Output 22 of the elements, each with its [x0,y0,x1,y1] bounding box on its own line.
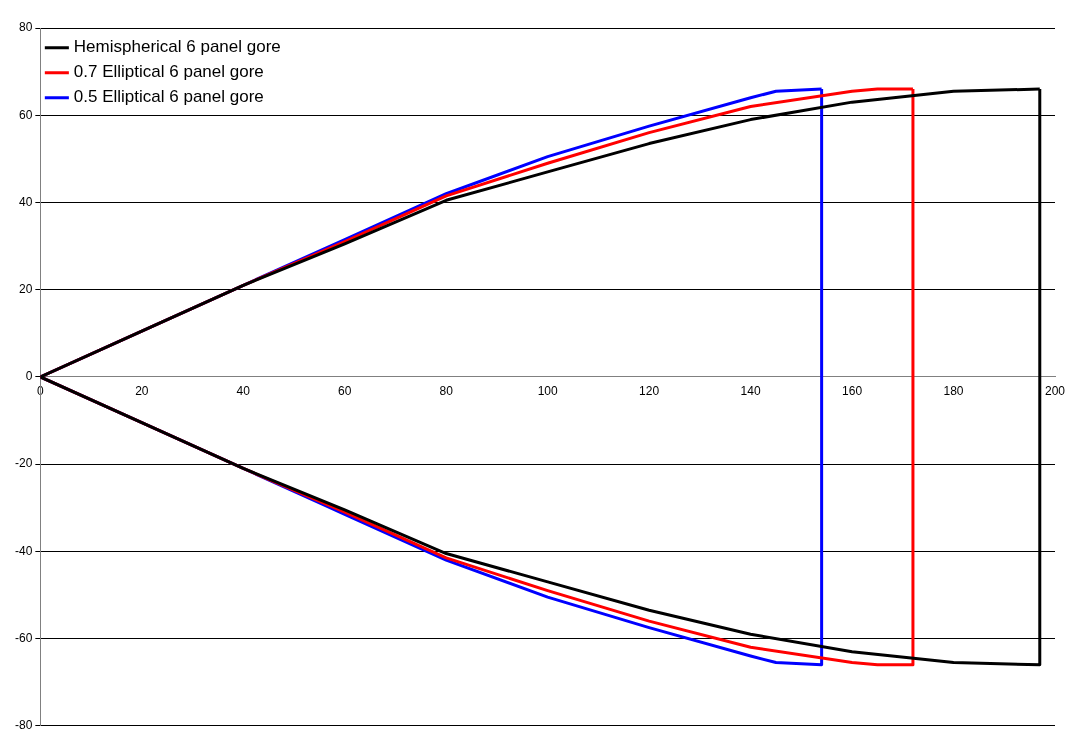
y-tick-label: -60 [15,630,33,645]
y-tick-label: 40 [18,194,33,209]
x-tick-label: 20 [135,384,149,399]
y-tick-label: 20 [18,281,33,296]
y-tick-label: -40 [15,543,33,558]
y-tick-label: -80 [15,718,33,733]
legend-label: 0.5 Elliptical 6 panel gore [73,87,264,107]
y-tick-label: -20 [15,456,33,471]
x-tick-label: 200 [1044,384,1066,399]
x-tick-label: 100 [537,384,558,399]
x-tick-label: 160 [842,384,863,399]
x-tick-label: 140 [740,384,761,399]
y-tick-label: 0 [25,369,33,384]
legend-label: Hemispherical 6 panel gore [73,37,281,57]
x-tick-label: 80 [439,384,454,399]
x-tick-label: 40 [236,384,251,399]
legend-label: 0.7 Elliptical 6 panel gore [73,62,264,82]
y-tick-label: 80 [18,20,33,35]
x-tick-label: 60 [338,384,352,399]
x-tick-label: 120 [639,384,660,399]
x-tick-label: 180 [943,384,964,399]
y-tick-label: 60 [18,107,33,122]
